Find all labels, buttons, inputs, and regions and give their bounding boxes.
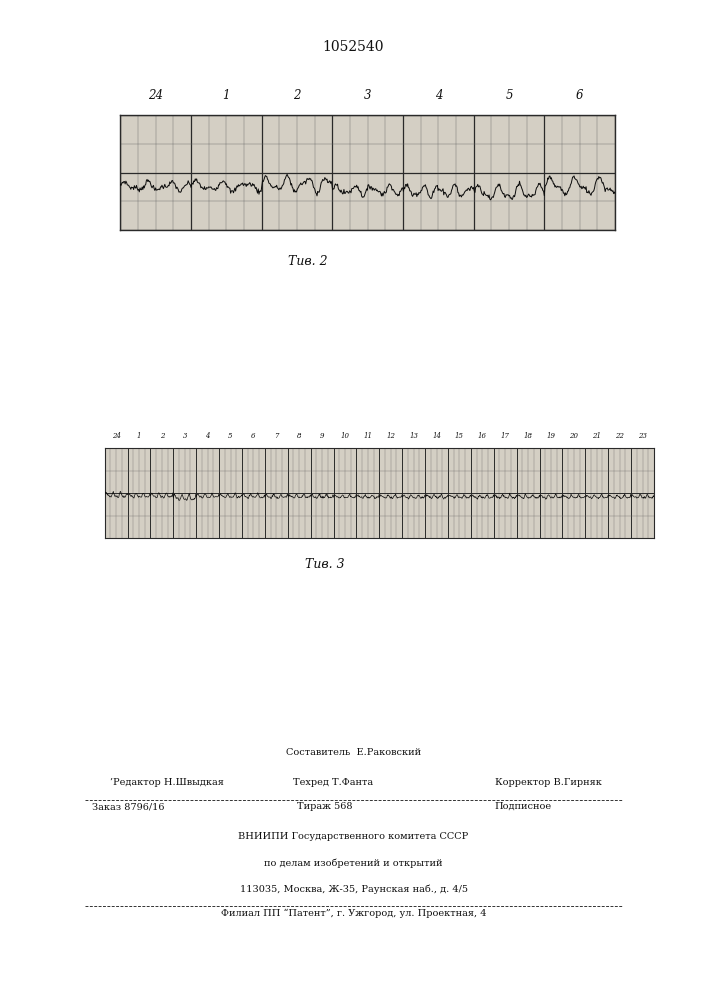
Text: Корректор В.Гирняк: Корректор В.Гирняк bbox=[495, 778, 602, 787]
Text: Заказ 8796/16: Заказ 8796/16 bbox=[92, 802, 165, 811]
Text: Подписное: Подписное bbox=[495, 802, 552, 811]
Text: Τив. 3: Τив. 3 bbox=[305, 558, 344, 571]
Text: Тираж 568: Тираж 568 bbox=[297, 802, 353, 811]
Text: 6: 6 bbox=[251, 432, 256, 440]
Text: 2: 2 bbox=[160, 432, 164, 440]
Text: по делам изобретений и открытий: по делам изобретений и открытий bbox=[264, 858, 443, 867]
Text: 17: 17 bbox=[501, 432, 510, 440]
Text: 19: 19 bbox=[547, 432, 556, 440]
Text: 113035, Москва, Ж-35, Раунская наб., д. 4/5: 113035, Москва, Ж-35, Раунская наб., д. … bbox=[240, 884, 467, 894]
Text: 4: 4 bbox=[206, 432, 210, 440]
Text: 22: 22 bbox=[615, 432, 624, 440]
Text: 13: 13 bbox=[409, 432, 418, 440]
Text: 18: 18 bbox=[524, 432, 532, 440]
Text: 5: 5 bbox=[506, 89, 513, 102]
Text: 1: 1 bbox=[223, 89, 230, 102]
Text: 1: 1 bbox=[136, 432, 141, 440]
Text: 1052540: 1052540 bbox=[323, 40, 384, 54]
Text: Составитель  Е.Раковский: Составитель Е.Раковский bbox=[286, 748, 421, 757]
Text: 21: 21 bbox=[592, 432, 601, 440]
Text: 7: 7 bbox=[274, 432, 279, 440]
Text: 16: 16 bbox=[478, 432, 487, 440]
Text: 23: 23 bbox=[638, 432, 647, 440]
Text: 24: 24 bbox=[148, 89, 163, 102]
Text: 9: 9 bbox=[320, 432, 325, 440]
Text: 24: 24 bbox=[112, 432, 121, 440]
Text: ’Редактор Н.Швыдкая: ’Редактор Н.Швыдкая bbox=[110, 778, 223, 787]
Text: 5: 5 bbox=[228, 432, 233, 440]
Text: ВНИИПИ Государственного комитета СССР: ВНИИПИ Государственного комитета СССР bbox=[238, 832, 469, 841]
Text: 6: 6 bbox=[576, 89, 583, 102]
Text: Техред Т.Фанта: Техред Т.Фанта bbox=[293, 778, 373, 787]
Text: Филиал ПП “Патент”, г. Ужгород, ул. Проектная, 4: Филиал ПП “Патент”, г. Ужгород, ул. Прое… bbox=[221, 909, 486, 918]
Text: 2: 2 bbox=[293, 89, 300, 102]
Text: 8: 8 bbox=[297, 432, 301, 440]
Text: 4: 4 bbox=[435, 89, 442, 102]
Text: 3: 3 bbox=[364, 89, 371, 102]
Text: 3: 3 bbox=[182, 432, 187, 440]
Text: 10: 10 bbox=[341, 432, 349, 440]
Text: 14: 14 bbox=[432, 432, 441, 440]
Text: 11: 11 bbox=[363, 432, 373, 440]
Text: 20: 20 bbox=[569, 432, 578, 440]
Text: 12: 12 bbox=[386, 432, 395, 440]
Text: 15: 15 bbox=[455, 432, 464, 440]
Text: Τив. 2: Τив. 2 bbox=[288, 255, 328, 268]
